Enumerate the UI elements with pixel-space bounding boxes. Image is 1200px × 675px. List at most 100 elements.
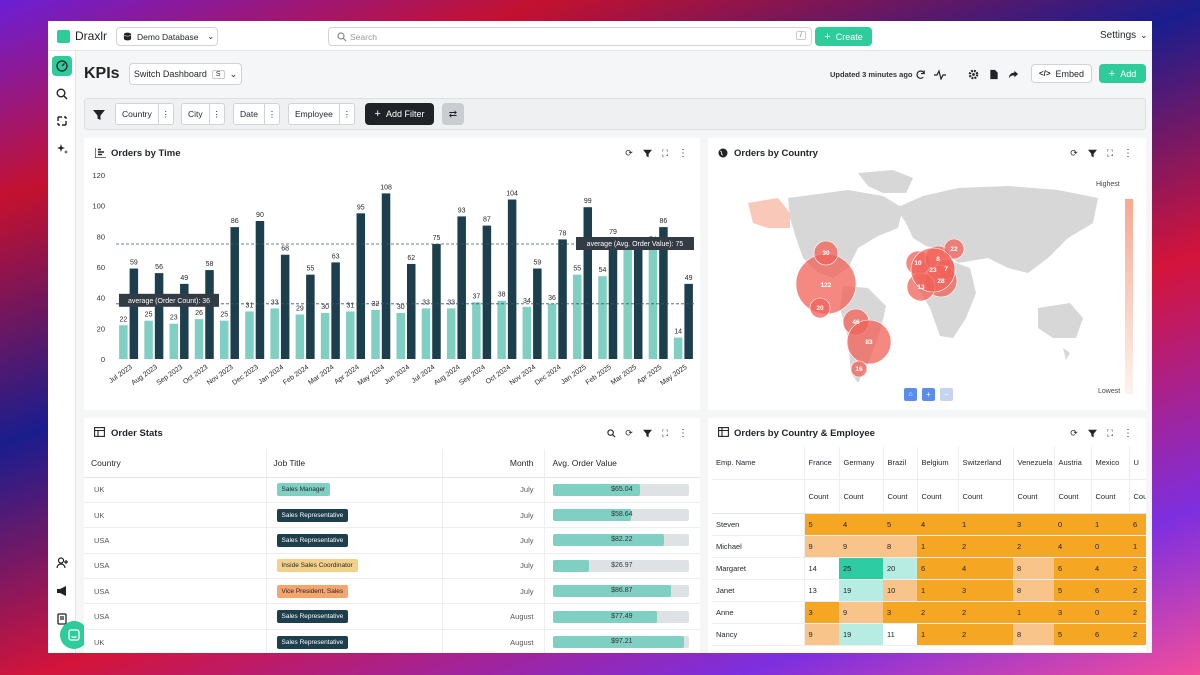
query-nav-icon[interactable] [56, 115, 68, 127]
value-bar-fill [552, 534, 665, 547]
filter-chip-country[interactable]: Country ⋮ [115, 103, 174, 125]
country-header[interactable]: Austria [1054, 447, 1092, 479]
column-header[interactable]: Job Title [265, 449, 442, 477]
chat-support-button[interactable] [60, 621, 88, 649]
table-row[interactable]: Nancy 9 19 11 1 2 8 5 6 2 [712, 623, 1146, 646]
reference-line-label: average (Order Count): 36 [128, 298, 210, 305]
more-vertical-icon[interactable]: ⋮ [1123, 147, 1133, 159]
map-home-button[interactable]: ⌂ [904, 388, 917, 401]
table-row[interactable]: UK Sales Representative July $58.64 [84, 502, 700, 529]
search-input[interactable]: Search / [328, 27, 812, 46]
search-nav-icon[interactable] [56, 88, 68, 100]
file-icon[interactable] [989, 69, 999, 80]
table-row[interactable]: USA Vice President, Sales July $86.87 [84, 578, 700, 605]
gear-icon[interactable] [968, 69, 979, 80]
switch-dashboard-button[interactable]: Switch Dashboard S ⌄ [129, 63, 242, 85]
table-row[interactable]: Michael 9 9 8 1 2 2 4 0 1 [712, 535, 1146, 558]
swap-filters-button[interactable]: ⇄ [442, 103, 464, 125]
table-row[interactable]: USA Sales Representative July $82.22 [84, 527, 700, 554]
add-button[interactable]: + Add [1099, 64, 1146, 83]
refresh-icon[interactable]: ⟳ [1070, 427, 1078, 438]
fullscreen-icon[interactable]: ⛶ [1106, 427, 1114, 438]
country-header[interactable]: Belgium [917, 447, 959, 479]
activity-icon[interactable] [934, 69, 946, 80]
bar-data-label: 68 [281, 246, 289, 253]
filter-icon[interactable] [640, 146, 654, 160]
count-subheader: Count [1054, 479, 1092, 513]
count-cell: 2 [1129, 579, 1146, 602]
country-header[interactable]: U [1129, 447, 1146, 479]
country-header[interactable]: Venezuela [1013, 447, 1055, 479]
search-icon[interactable] [604, 426, 618, 440]
more-vertical-icon[interactable]: ⋮ [212, 108, 221, 119]
country-header[interactable]: France [804, 447, 840, 479]
table-row[interactable]: UK Sales Manager July $65.04 [84, 477, 700, 503]
count-cell: 4 [1091, 557, 1129, 580]
code-icon: </> [1038, 69, 1051, 78]
add-filter-button[interactable]: + Add Filter [365, 103, 434, 125]
table-row[interactable]: USA Inside Sales Coordinator July $26.97 [84, 553, 700, 580]
table-row[interactable]: UK Sales Representative August $97.21 [84, 629, 700, 653]
table-row[interactable]: Steven 5 4 5 4 1 3 0 1 6 [712, 513, 1146, 536]
table-row[interactable]: Margaret 14 25 20 6 4 8 6 4 2 [712, 557, 1146, 580]
filter-chip-city[interactable]: City ⋮ [181, 103, 225, 125]
docs-icon[interactable] [56, 613, 68, 625]
x-tick-label: May 2025 [659, 364, 688, 387]
ai-sparkle-icon[interactable] [56, 143, 68, 155]
table-row[interactable]: Anne 3 9 3 2 2 1 3 0 2 [712, 601, 1146, 624]
more-vertical-icon[interactable]: ⋮ [678, 147, 688, 159]
map-zoom-in-button[interactable]: + [922, 388, 935, 401]
refresh-icon[interactable]: ⟳ [625, 427, 633, 438]
column-header[interactable]: Emp. Name [712, 447, 805, 479]
more-vertical-icon[interactable]: ⋮ [161, 108, 171, 119]
country-header[interactable]: Switzerland [958, 447, 1014, 479]
column-header[interactable]: Month [441, 449, 544, 477]
fullscreen-icon[interactable]: ⛶ [1106, 147, 1114, 158]
dashboard-nav-icon[interactable] [52, 56, 72, 76]
table-row[interactable]: Janet 13 19 10 1 3 8 5 6 2 [712, 579, 1146, 602]
create-button[interactable]: + Create [815, 27, 872, 46]
more-vertical-icon[interactable]: ⋮ [342, 108, 352, 119]
add-user-icon[interactable] [56, 557, 69, 569]
avg-order-value-bar [230, 227, 239, 359]
refresh-icon[interactable]: ⟳ [1070, 147, 1078, 158]
settings-menu[interactable]: Settings ⌄ [1100, 30, 1148, 41]
refresh-icon[interactable] [915, 69, 926, 80]
filter-chip-date[interactable]: Date ⋮ [233, 103, 280, 125]
map-zoom-out-button[interactable]: − [940, 388, 953, 401]
filter-chip-employee[interactable]: Employee ⋮ [288, 103, 355, 125]
value-cell: $58.64 [543, 502, 700, 529]
more-vertical-icon[interactable]: ⋮ [267, 108, 277, 119]
more-vertical-icon[interactable]: ⋮ [1123, 427, 1133, 439]
order-count-bar [673, 337, 683, 359]
card-title: Orders by Country [734, 148, 818, 159]
filter-chip-label: Date [234, 104, 265, 124]
fullscreen-icon[interactable]: ⛶ [661, 147, 669, 158]
embed-button[interactable]: </> Embed [1031, 64, 1092, 83]
employee-name-cell: Nancy [712, 623, 805, 646]
bar-data-label: 32 [372, 301, 380, 308]
bar-data-label: 29 [296, 306, 304, 313]
filter-icon[interactable] [1085, 146, 1099, 160]
share-icon[interactable] [1008, 69, 1019, 80]
value-bar: $58.64 [552, 509, 689, 522]
y-tick-label: 60 [97, 263, 105, 272]
country-header[interactable]: Brazil [883, 447, 918, 479]
value-bar-fill [552, 585, 671, 598]
table-row[interactable]: USA Sales Representative August $77.49 [84, 603, 700, 630]
database-select[interactable]: Demo Database ⌄ [116, 27, 218, 46]
month-cell: July [441, 553, 544, 580]
filter-icon[interactable] [640, 426, 654, 440]
country-header[interactable]: Mexico [1091, 447, 1130, 479]
more-vertical-icon[interactable]: ⋮ [678, 427, 688, 439]
country-header[interactable]: Germany [839, 447, 884, 479]
avg-order-value-bar [457, 216, 466, 359]
value-bar: $86.87 [552, 585, 689, 598]
column-header[interactable]: Country [91, 457, 121, 468]
megaphone-icon[interactable] [56, 585, 68, 597]
fullscreen-icon[interactable]: ⛶ [661, 427, 669, 438]
filter-icon[interactable] [1085, 426, 1099, 440]
refresh-icon[interactable]: ⟳ [625, 147, 633, 158]
column-header[interactable]: Avg. Order Value [543, 449, 700, 477]
database-icon [123, 32, 132, 41]
